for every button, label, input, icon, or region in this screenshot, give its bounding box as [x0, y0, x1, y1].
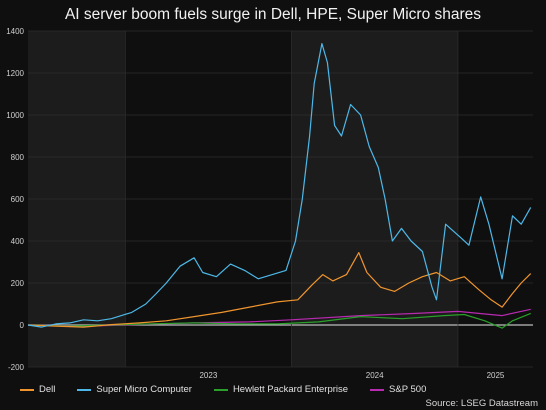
y-axis-ticks: -200 0 200 400 600 800 1000 1200 1400	[6, 27, 24, 372]
legend-label-hpe: Hewlett Packard Enterprise	[232, 384, 349, 395]
legend-swatch-sp500	[370, 388, 385, 391]
x-tick-label: 2024	[366, 371, 384, 380]
legend-item-dell: Dell	[20, 384, 55, 395]
y-tick-label: 1400	[6, 27, 24, 36]
series-line-hewlett-packard-enterprise	[27, 312, 531, 329]
legend-item-sp500: S&P 500	[370, 384, 426, 395]
legend: Dell Super Micro Computer Hewlett Packar…	[20, 384, 426, 395]
series-lines	[27, 42, 532, 329]
gridlines	[28, 30, 533, 368]
legend-swatch-dell	[20, 388, 34, 391]
x-axis-ticks: 2023 2024 2025	[199, 371, 504, 380]
y-tick-label: 0	[20, 321, 25, 330]
legend-swatch-hpe	[213, 388, 228, 391]
series-line-dell	[27, 252, 532, 328]
legend-swatch-super-micro	[77, 388, 92, 391]
x-tick-label: 2023	[199, 371, 217, 380]
legend-label-dell: Dell	[39, 384, 56, 395]
y-tick-label: 400	[11, 237, 25, 246]
x-tick-label: 2025	[487, 371, 505, 380]
y-tick-label: 1000	[6, 111, 24, 120]
y-tick-label: 600	[11, 195, 25, 204]
legend-item-super-micro: Super Micro Computer	[77, 384, 192, 395]
y-tick-label: 800	[11, 153, 25, 162]
legend-item-hpe: Hewlett Packard Enterprise	[213, 384, 349, 395]
chart-title: AI server boom fuels surge in Dell, HPE,…	[64, 6, 482, 23]
legend-label-super-micro: Super Micro Computer	[96, 384, 192, 395]
legend-label-sp500: S&P 500	[389, 384, 427, 395]
y-tick-label: -200	[8, 363, 25, 372]
y-tick-label: 1200	[6, 69, 24, 78]
source-note: Source: LSEG Datastream	[425, 398, 538, 409]
series-line-super-micro-computer	[27, 42, 532, 328]
y-tick-label: 200	[11, 279, 25, 288]
